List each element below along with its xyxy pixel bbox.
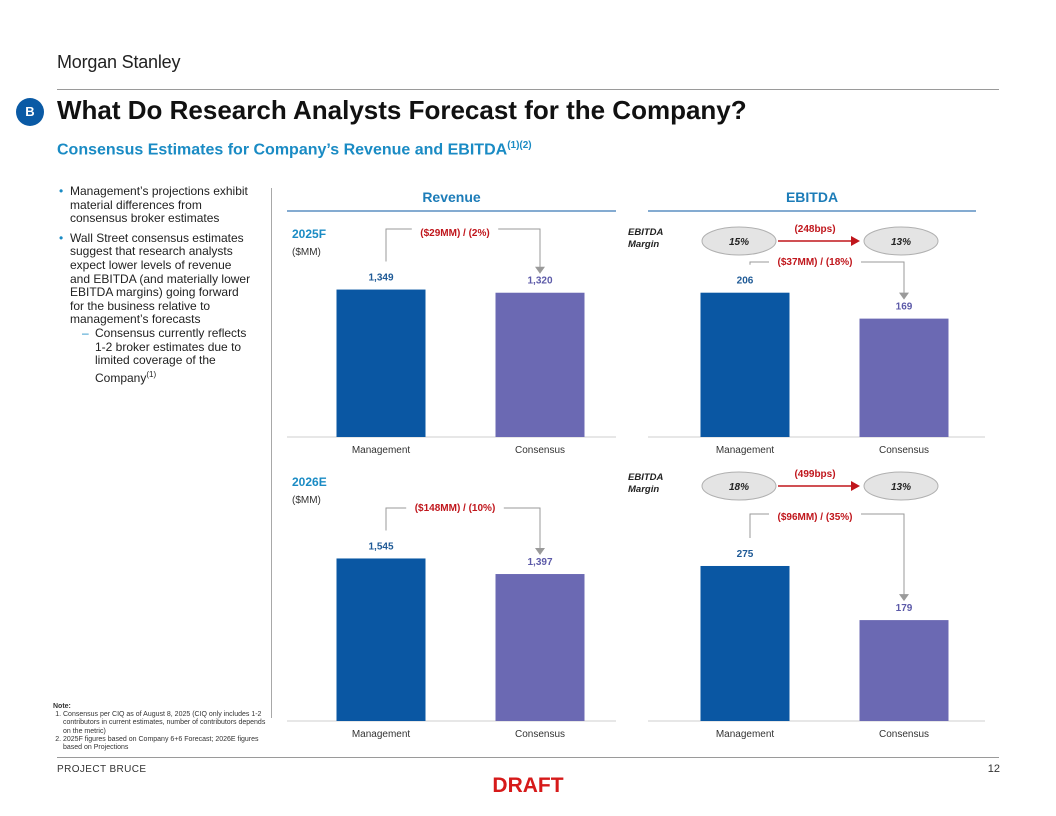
tick-label-management: Management (716, 445, 775, 456)
bracket-line-right (861, 513, 905, 597)
tick-label-consensus: Consensus (879, 729, 929, 740)
bar-consensus-ebitda-2026e (859, 620, 949, 721)
page-number: 12 (987, 763, 1000, 775)
bracket-arrow-icon (535, 548, 545, 556)
difference-annotation: ($37MM) / (18%) (777, 257, 852, 268)
bracket-line-left (385, 228, 412, 262)
footnote-item: 2025F figures based on Company 6+6 Forec… (63, 736, 268, 752)
tick-label-management: Management (716, 729, 775, 740)
bracket-arrow-icon (899, 594, 909, 602)
section-badge: B (16, 98, 44, 126)
bar-management-ebitda-2026e (700, 565, 790, 721)
bracket-arrow-icon (535, 266, 545, 274)
page-subtitle: Consensus Estimates for Company’s Revenu… (57, 140, 532, 159)
footer-rule (57, 757, 999, 758)
column-header-ebitda: EBITDA (786, 189, 838, 205)
bullet-text: Wall Street consensus estimates suggest … (70, 230, 251, 327)
bullet-item: Management’s projections exhibit materia… (57, 184, 252, 226)
data-label-consensus: 169 (896, 302, 913, 313)
data-label-management: 206 (737, 276, 754, 287)
margin-change-label: (248bps) (794, 224, 835, 235)
bullet-item: Wall Street consensus estimates suggest … (57, 230, 252, 386)
project-name: PROJECT BRUCE (57, 764, 147, 775)
bar-management-revenue-2025f (336, 289, 426, 437)
margin-label-line: Margin (628, 239, 659, 250)
difference-annotation: ($96MM) / (35%) (777, 512, 852, 523)
data-label-management: 275 (737, 549, 754, 560)
unit-label: ($MM) (292, 247, 321, 258)
bar-consensus-revenue-2026e (495, 574, 585, 721)
margin-label-line: EBITDA (628, 227, 664, 238)
data-label-management: 1,349 (368, 273, 393, 284)
page-title: What Do Research Analysts Forecast for t… (57, 95, 747, 125)
commentary-bullets: Management’s projections exhibit materia… (57, 184, 252, 391)
bracket-line-left (749, 261, 769, 265)
bracket-line-right (503, 507, 541, 551)
footnotes: Note: Consensus per CIQ as of August 8, … (53, 703, 268, 752)
margin-value: 18% (729, 482, 749, 493)
subtitle-text: Consensus Estimates for Company’s Revenu… (57, 141, 508, 159)
column-header-revenue: Revenue (422, 189, 481, 205)
column-divider (271, 188, 272, 718)
period-label: 2026E (292, 475, 327, 489)
bracket-arrow-icon (899, 292, 909, 300)
margin-arrow-icon (851, 236, 860, 246)
tick-label-consensus: Consensus (515, 445, 565, 456)
sub-bullet-footnote-ref: (1) (146, 369, 157, 379)
margin-ellipse (701, 226, 777, 256)
header-rule (57, 89, 999, 90)
margin-arrow-icon (851, 481, 860, 491)
difference-annotation: ($29MM) / (2%) (420, 228, 489, 239)
tick-label-management: Management (352, 445, 411, 456)
difference-annotation: ($148MM) / (10%) (415, 503, 496, 514)
bracket-line-right (498, 228, 541, 269)
sub-bullet-item: Consensus currently reflects 1-2 broker … (70, 325, 252, 385)
period-label: 2025F (292, 227, 326, 241)
bar-management-ebitda-2025f (700, 292, 790, 437)
bracket-line-left (385, 507, 407, 531)
data-label-consensus: 1,320 (527, 276, 552, 287)
draft-stamp: DRAFT (492, 774, 564, 797)
tick-label-management: Management (352, 729, 411, 740)
tick-label-consensus: Consensus (879, 445, 929, 456)
margin-ellipse (863, 471, 939, 501)
data-label-consensus: 1,397 (527, 557, 552, 568)
data-label-consensus: 179 (896, 603, 913, 614)
subtitle-footnote-ref: (1)(2) (507, 140, 532, 151)
sub-bullet-text: Consensus currently reflects 1-2 broker … (95, 325, 247, 385)
morgan-stanley-logo: Morgan Stanley (57, 52, 181, 72)
margin-change-label: (499bps) (794, 469, 835, 480)
bracket-line-right (861, 261, 905, 295)
tick-label-consensus: Consensus (515, 729, 565, 740)
unit-label: ($MM) (292, 495, 321, 506)
bar-management-revenue-2026e (336, 558, 426, 721)
bar-consensus-revenue-2025f (495, 292, 585, 437)
bar-consensus-ebitda-2025f (859, 318, 949, 437)
margin-ellipse (701, 471, 777, 501)
margin-value: 13% (891, 237, 911, 248)
data-label-management: 1,545 (368, 541, 393, 552)
margin-ellipse (863, 226, 939, 256)
margin-label-line: Margin (628, 484, 659, 495)
footnotes-heading: Note: (53, 703, 71, 710)
margin-label-line: EBITDA (628, 472, 664, 483)
bracket-line-left (749, 513, 769, 538)
margin-value: 15% (729, 237, 749, 248)
margin-value: 13% (891, 482, 911, 493)
footnote-item: Consensus per CIQ as of August 8, 2025 (… (63, 711, 268, 736)
